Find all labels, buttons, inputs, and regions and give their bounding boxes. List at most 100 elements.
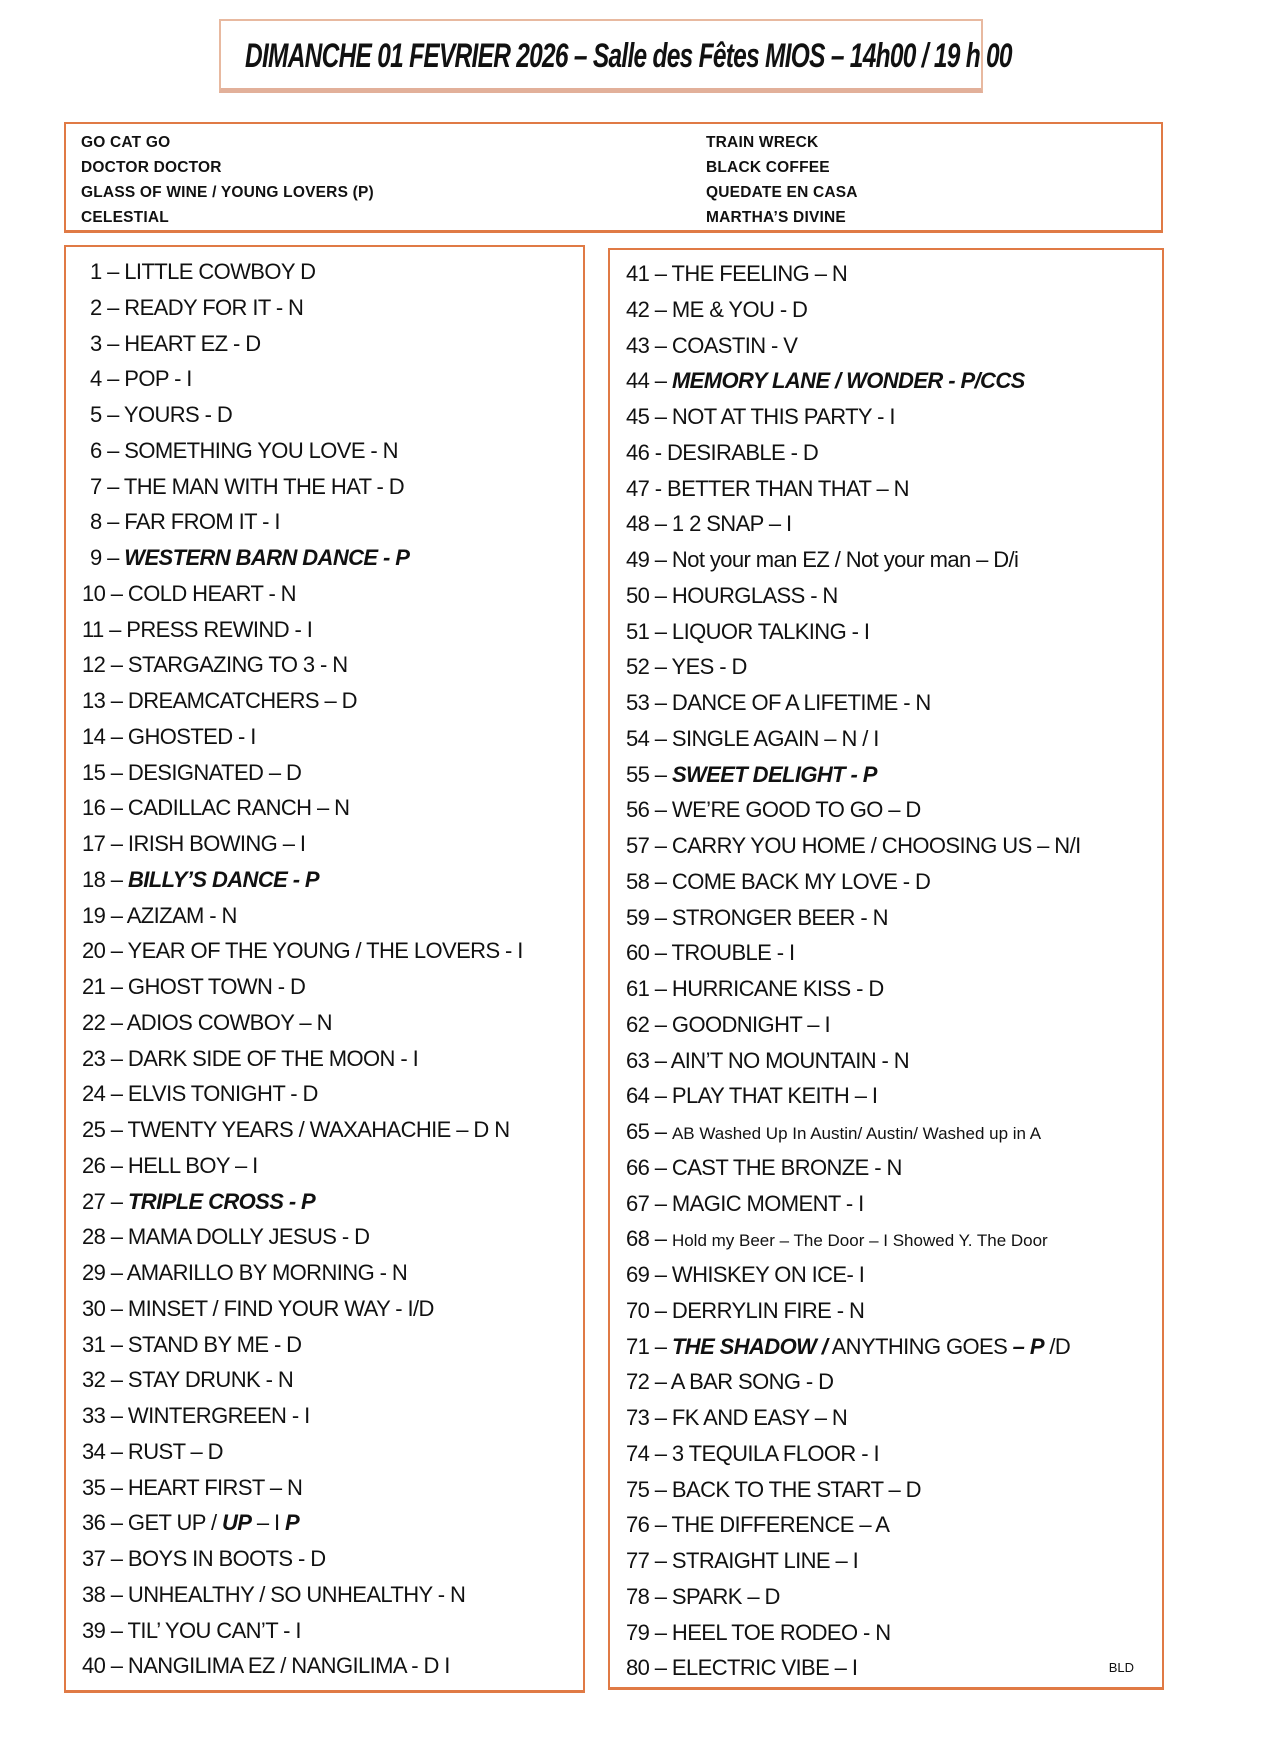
- dance-list-item-text: /D: [1043, 1333, 1071, 1359]
- featured-dance: GO CAT GO: [81, 134, 171, 151]
- dance-list-item-text: 47 - BETTER THAN THAT – N: [626, 475, 909, 501]
- featured-dance: MARTHA’S DIVINE: [706, 209, 846, 226]
- dance-list-item-text: 34 – RUST – D: [82, 1438, 224, 1464]
- dance-list-item-text: MEMORY LANE / WONDER - P/CCS: [671, 368, 1025, 394]
- dance-list-item-text: BILLY’S DANCE - P: [127, 866, 320, 892]
- dance-list-item: 51 – LIQUOR TALKING - I: [626, 618, 870, 645]
- dance-list-item: 27 – TRIPLE CROSS - P: [82, 1188, 316, 1215]
- dance-list-item-text: 9 –: [90, 545, 125, 570]
- dance-list-item: 79 – HEEL TOE RODEO - N: [626, 1620, 891, 1646]
- dance-list-item-text: 26 – HELL BOY – I: [82, 1152, 258, 1178]
- dance-list-item-text: 3 – HEART EZ - D: [90, 330, 261, 356]
- dance-list-item: 31 – STAND BY ME - D: [82, 1331, 302, 1358]
- dance-list-item: 72 – A BAR SONG - D: [626, 1369, 834, 1395]
- dance-list-item-text: 69 – WHISKEY ON ICE- I: [626, 1262, 865, 1287]
- dance-list-item-text: 33 – WINTERGREEN - I: [82, 1403, 310, 1428]
- dance-list-item-text: 52 – YES - D: [626, 654, 747, 680]
- dance-list-item: 3 – HEART EZ - D: [90, 331, 261, 357]
- dance-list-item-text: 37 – BOYS IN BOOTS - D: [82, 1546, 326, 1571]
- dance-list-item: 8 – FAR FROM IT - I: [90, 509, 280, 535]
- dance-list-item: 9 – WESTERN BARN DANCE - P: [90, 545, 410, 571]
- dance-list-item-text: 7 – THE MAN WITH THE HAT - D: [90, 473, 405, 499]
- featured-dance: BLACK COFFEE: [706, 159, 830, 176]
- dance-list-item-text: 51 – LIQUOR TALKING - I: [626, 618, 870, 644]
- dance-list-item: 11 – PRESS REWIND - I: [82, 616, 313, 643]
- dance-list-item-text: 65 –: [626, 1119, 672, 1144]
- dance-list-item-text: 55 –: [626, 761, 672, 787]
- dance-list-item: 52 – YES - D: [626, 654, 747, 680]
- featured-dances-left: GO CAT GO DOCTOR DOCTOR GLASS OF WINE / …: [81, 130, 374, 230]
- dance-list-item: 77 – STRAIGHT LINE – I: [626, 1548, 859, 1574]
- dance-list-item-text: 27 –: [82, 1188, 128, 1214]
- dance-list-item-text: 30 – MINSET / FIND YOUR WAY - I/D: [82, 1295, 434, 1321]
- dance-list-item: 46 - DESIRABLE - D: [626, 439, 819, 466]
- dance-list-item: 74 – 3 TEQUILA FLOOR - I: [626, 1440, 880, 1467]
- dance-list-item: 18 – BILLY’S DANCE - P: [82, 866, 320, 893]
- dance-list-item: 60 – TROUBLE - I: [626, 940, 795, 966]
- dance-list-item: 80 – ELECTRIC VIBE – I: [626, 1655, 858, 1681]
- dance-list-item: 33 – WINTERGREEN - I: [82, 1403, 310, 1429]
- dance-list-item-text: 29 – AMARILLO BY MORNING - N: [82, 1260, 408, 1285]
- dance-list-item-text: 66 – CAST THE BRONZE - N: [626, 1154, 902, 1180]
- dance-list-item-text: P: [285, 1510, 300, 1536]
- dance-list-item: 61 – HURRICANE KISS - D: [626, 976, 884, 1002]
- dance-list-item: 39 – TIL’ YOU CAN’T - I: [82, 1617, 302, 1644]
- dance-list-item-text: 14 – GHOSTED - I: [82, 723, 256, 749]
- dance-list-item: 43 – COASTIN - V: [626, 333, 798, 359]
- dance-list-item-text: – I: [251, 1510, 286, 1536]
- featured-dances-right: TRAIN WRECK BLACK COFFEE QUEDATE EN CASA…: [706, 130, 858, 230]
- featured-dance: GLASS OF WINE / YOUNG LOVERS (P): [81, 184, 374, 201]
- dance-list-item-text: UP: [221, 1510, 252, 1536]
- dance-list-item-text: 59 – STRONGER BEER - N: [626, 904, 888, 930]
- dance-list-item-text: 19 – AZIZAM - N: [82, 902, 237, 928]
- dance-list-item-text: 39 – TIL’ YOU CAN’T - I: [82, 1617, 302, 1643]
- dance-list-item-text: 45 – NOT AT THIS PARTY - I: [626, 404, 895, 429]
- dance-list-item-text: 79 – HEEL TOE RODEO - N: [626, 1619, 891, 1645]
- dance-list-item: 54 – SINGLE AGAIN – N / I: [626, 726, 879, 752]
- dance-list-item: 24 – ELVIS TONIGHT - D: [82, 1081, 318, 1107]
- dance-list-item: 29 – AMARILLO BY MORNING - N: [82, 1260, 408, 1286]
- dance-list-item-text: 38 – UNHEALTHY / SO UNHEALTHY - N: [82, 1581, 466, 1607]
- dance-list-item-text: 44 –: [626, 368, 672, 394]
- dance-list-item: 47 - BETTER THAN THAT – N: [626, 476, 909, 502]
- dance-list-item-text: 58 – COME BACK MY LOVE - D: [626, 868, 931, 894]
- title-box: DIMANCHE 01 FEVRIER 2026 – Salle des Fêt…: [219, 19, 1013, 93]
- dance-list-item-text: 40 – NANGILIMA EZ / NANGILIMA - D I: [82, 1653, 450, 1679]
- dance-list-item-text: 20 – YEAR OF THE YOUNG / THE LOVERS - I: [82, 938, 523, 964]
- event-title: DIMANCHE 01 FEVRIER 2026 – Salle des Fêt…: [245, 37, 1013, 75]
- dance-list-item-text: 54 – SINGLE AGAIN – N / I: [626, 725, 879, 751]
- dance-list-item-text: 46 - DESIRABLE - D: [626, 439, 819, 465]
- dance-list-item-text: 31 – STAND BY ME - D: [82, 1331, 302, 1357]
- dance-list-right: BLD 41 – THE FEELING – N 42 – ME & YOU - …: [608, 248, 1164, 1690]
- dance-list-item-text: 57 – CARRY YOU HOME / CHOOSING US – N/I: [626, 833, 1081, 858]
- dance-list-item: 21 – GHOST TOWN - D: [82, 974, 306, 1000]
- dance-list-item: 41 – THE FEELING – N: [626, 261, 848, 287]
- dance-list-item-text: 6 – SOMETHING YOU LOVE - N: [90, 437, 399, 463]
- dance-list-item-text: 41 – THE FEELING – N: [626, 261, 848, 286]
- dance-list-item-text: 10 – COLD HEART - N: [82, 580, 297, 606]
- dance-list-item: 73 – FK AND EASY – N: [626, 1405, 848, 1431]
- featured-dance: CELESTIAL: [81, 209, 169, 226]
- featured-dances-box: GO CAT GO DOCTOR DOCTOR GLASS OF WINE / …: [64, 122, 1163, 233]
- dance-list-item: 71 – THE SHADOW / ANYTHING GOES – P /D: [626, 1333, 1071, 1360]
- dance-list-item: 5 – YOURS - D: [90, 402, 233, 428]
- signature: BLD: [1108, 1660, 1134, 1675]
- dance-list-item: 49 – Not your man EZ / Not your man – D/…: [626, 547, 1019, 573]
- dance-list-item-text: 4 – POP - I: [90, 366, 192, 392]
- dance-list-item-text: 77 – STRAIGHT LINE – I: [626, 1548, 859, 1573]
- dance-list-item-text: 53 – DANCE OF A LIFETIME - N: [626, 690, 931, 715]
- dance-list-item: 6 – SOMETHING YOU LOVE - N: [90, 437, 399, 464]
- dance-list-item-text: – P: [1012, 1333, 1045, 1359]
- dance-list-item-text: 17 – IRISH BOWING – I: [82, 831, 306, 856]
- dance-list-item-text: 11 – PRESS REWIND - I: [82, 616, 313, 642]
- dance-list-item-text: 76 – THE DIFFERENCE – A: [626, 1512, 890, 1538]
- dance-list-item-text: 74 – 3 TEQUILA FLOOR - I: [626, 1440, 880, 1466]
- dance-list-item: 76 – THE DIFFERENCE – A: [626, 1512, 890, 1538]
- dance-list-item: 40 – NANGILIMA EZ / NANGILIMA - D I: [82, 1653, 450, 1679]
- dance-list-item: 55 – SWEET DELIGHT - P: [626, 762, 877, 788]
- dance-list-item: 1 – LITTLE COWBOY D: [90, 259, 316, 285]
- dance-list-item-text: 60 – TROUBLE - I: [626, 940, 795, 966]
- dance-list-item: 68 – Hold my Beer – The Door – I Showed …: [626, 1226, 1048, 1254]
- dance-list-item: 45 – NOT AT THIS PARTY - I: [626, 404, 895, 430]
